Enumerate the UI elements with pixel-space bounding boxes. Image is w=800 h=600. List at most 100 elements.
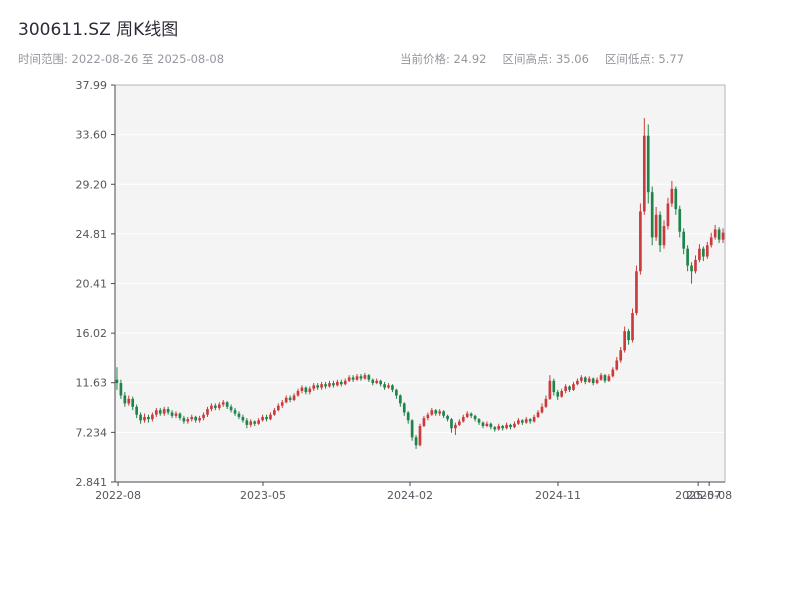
- candle-body: [430, 410, 434, 415]
- x-tick-label: 2023-05: [240, 489, 286, 502]
- candle-body: [151, 414, 154, 420]
- candle-body: [678, 209, 682, 232]
- candle-body: [599, 375, 603, 380]
- candle-body: [426, 414, 430, 419]
- candle-body: [686, 248, 689, 266]
- current-price-label: 当前价格: 24.92: [400, 52, 487, 66]
- candle-body: [316, 385, 320, 388]
- candle-body: [186, 419, 190, 422]
- candle-body: [674, 188, 678, 210]
- candle-body: [418, 425, 422, 446]
- candle-body: [131, 398, 135, 407]
- candle-body: [497, 425, 501, 430]
- candle-body: [359, 376, 363, 379]
- candle-body: [398, 395, 402, 404]
- candle-body: [509, 424, 512, 428]
- candle-body: [387, 385, 390, 388]
- candle-body: [202, 414, 205, 419]
- candle-body: [532, 416, 536, 422]
- candle-body: [304, 387, 308, 393]
- candle-body: [367, 375, 371, 380]
- candle-body: [422, 418, 426, 426]
- candle-body: [650, 192, 654, 238]
- x-tick-label: 2025-08: [686, 489, 732, 502]
- candle-body: [465, 413, 469, 417]
- candle-body: [536, 412, 540, 417]
- candle-body: [225, 402, 229, 407]
- candle-body: [273, 410, 276, 415]
- chart-title: 300611.SZ 周K线图: [18, 20, 179, 40]
- candle-body: [339, 381, 343, 385]
- candle-body: [371, 379, 375, 384]
- candle-body: [461, 416, 465, 422]
- candle-body: [143, 416, 146, 421]
- candle-body: [721, 232, 725, 240]
- candle-body: [324, 384, 327, 387]
- x-tick-label: 2024-11: [535, 489, 581, 502]
- stats-group: 当前价格: 24.92 区间高点: 35.06 区间低点: 5.77: [400, 51, 684, 67]
- candle-body: [670, 188, 674, 204]
- candle-body: [615, 360, 619, 370]
- candle-body: [627, 331, 630, 341]
- candle-body: [233, 410, 237, 414]
- candle-body: [580, 377, 583, 381]
- candle-body: [166, 409, 170, 413]
- y-tick-label: 20.41: [76, 278, 108, 291]
- candle-body: [119, 383, 123, 396]
- candle-body: [391, 385, 394, 390]
- candle-body: [206, 409, 209, 415]
- candle-body: [576, 380, 579, 385]
- candle-body: [194, 416, 198, 421]
- candle-body: [552, 380, 556, 393]
- candle-body: [595, 379, 599, 384]
- candle-body: [713, 229, 717, 238]
- candle-body: [635, 271, 638, 314]
- candle-body: [520, 420, 524, 423]
- y-tick-label: 37.99: [76, 79, 108, 92]
- candle-body: [253, 421, 257, 424]
- candle-body: [442, 411, 445, 416]
- candle-body: [564, 386, 567, 391]
- candle-body: [154, 410, 158, 415]
- candle-body: [548, 380, 552, 399]
- candle-body: [454, 424, 457, 429]
- x-tick-label: 2025-07: [675, 489, 721, 502]
- candle-body: [642, 135, 646, 212]
- candle-body: [288, 397, 292, 401]
- candle-body: [332, 383, 335, 386]
- candle-body: [162, 409, 166, 414]
- candle-body: [591, 378, 595, 384]
- candle-body: [190, 416, 194, 420]
- candle-body: [658, 214, 662, 246]
- time-range-label: 时间范围: 2022-08-26 至 2025-08-08: [18, 52, 225, 66]
- candle-body: [123, 395, 127, 404]
- candle-body: [477, 419, 481, 423]
- candle-body: [245, 420, 249, 425]
- candle-body: [438, 411, 442, 414]
- y-tick-label: 11.63: [76, 377, 108, 390]
- candle-body: [221, 402, 225, 405]
- candle-body: [198, 418, 201, 421]
- candle-body: [115, 379, 119, 384]
- candle-body: [170, 412, 174, 416]
- y-tick-label: 7.234: [76, 426, 108, 439]
- candle-body: [690, 265, 693, 272]
- candle-body: [284, 397, 288, 403]
- candle-body: [544, 398, 548, 407]
- candle-body: [485, 423, 489, 426]
- candle-body: [312, 385, 316, 389]
- x-tick-label: 2022-08: [95, 489, 141, 502]
- candle-body: [446, 415, 449, 420]
- candle-body: [249, 421, 253, 425]
- candle-body: [654, 214, 658, 238]
- candle-body: [261, 416, 264, 421]
- candle-body: [469, 413, 473, 416]
- candle-body: [540, 406, 544, 413]
- candle-body: [434, 410, 438, 414]
- candle-body: [493, 427, 497, 430]
- candle-body: [481, 422, 485, 426]
- y-tick-label: 2.841: [76, 476, 108, 489]
- candle-body: [147, 416, 150, 420]
